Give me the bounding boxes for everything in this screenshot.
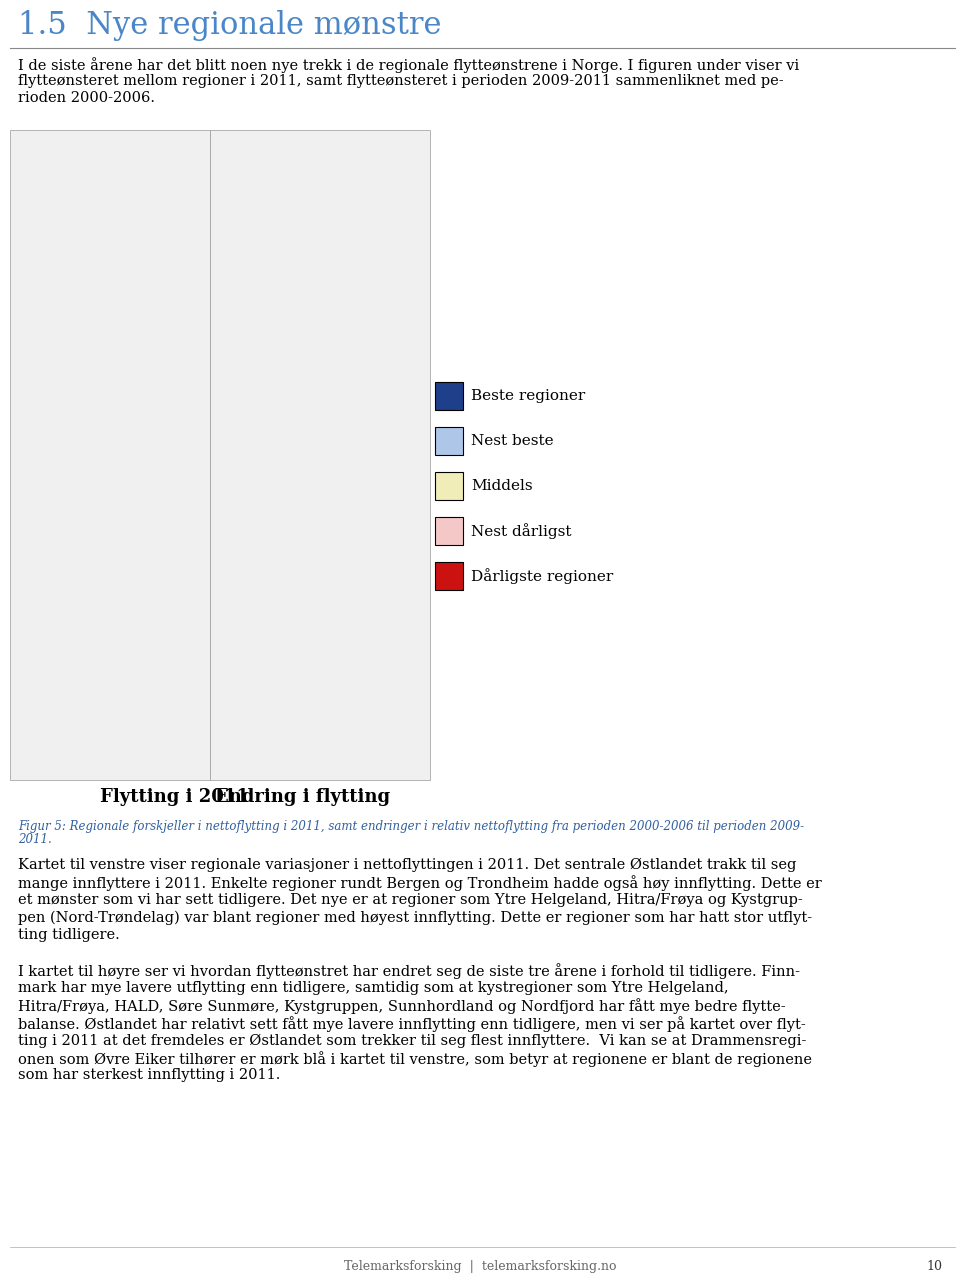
Text: I de siste årene har det blitt noen nye trekk i de regionale flytteønstrene i No: I de siste årene har det blitt noen nye … (18, 56, 800, 73)
Text: Hitra/Frøya, HALD, Søre Sunmøre, Kystgruppen, Sunnhordland og Nordfjord har fått: Hitra/Frøya, HALD, Søre Sunmøre, Kystgru… (18, 999, 785, 1014)
Bar (210, 130, 430, 779)
Text: Nest beste: Nest beste (471, 434, 554, 448)
Bar (435, 473, 463, 499)
Text: et mønster som vi har sett tidligere. Det nye er at regioner som Ytre Helgeland,: et mønster som vi har sett tidligere. De… (18, 892, 803, 907)
Text: 2011.: 2011. (18, 833, 52, 846)
Text: Beste regioner: Beste regioner (471, 389, 586, 403)
Bar (435, 428, 463, 455)
Text: som har sterkest innflytting i 2011.: som har sterkest innflytting i 2011. (18, 1068, 280, 1082)
Text: I kartet til høyre ser vi hvordan flytteønstret har endret seg de siste tre åren: I kartet til høyre ser vi hvordan flytte… (18, 963, 800, 980)
Text: rioden 2000-2006.: rioden 2000-2006. (18, 91, 155, 105)
Text: ting tidligere.: ting tidligere. (18, 928, 120, 942)
Text: ting i 2011 at det fremdeles er Østlandet som trekker til seg flest innflyttere.: ting i 2011 at det fremdeles er Østlande… (18, 1034, 806, 1048)
Text: Dårligste regioner: Dårligste regioner (471, 568, 613, 584)
Text: pen (Nord-Trøndelag) var blant regioner med høyest innflytting. Dette er regione: pen (Nord-Trøndelag) var blant regioner … (18, 910, 812, 924)
Text: flytteønsteret mellom regioner i 2011, samt flytteønsteret i perioden 2009-2011 : flytteønsteret mellom regioner i 2011, s… (18, 74, 783, 89)
Text: Middels: Middels (471, 479, 533, 493)
Text: onen som Øvre Eiker tilhører er mørk blå i kartet til venstre, som betyr at regi: onen som Øvre Eiker tilhører er mørk blå… (18, 1052, 812, 1067)
Text: mark har mye lavere utflytting enn tidligere, samtidig som at kystregioner som Y: mark har mye lavere utflytting enn tidli… (18, 981, 729, 995)
Bar (435, 517, 463, 544)
Bar (435, 383, 463, 410)
Text: Figur 5: Regionale forskjeller i nettoflytting i 2011, samt endringer i relativ : Figur 5: Regionale forskjeller i nettofl… (18, 820, 804, 833)
Bar (10, 130, 210, 779)
Bar (435, 562, 463, 591)
Text: Flytting i 2011: Flytting i 2011 (100, 788, 249, 806)
Text: Endring i flytting: Endring i flytting (215, 788, 390, 806)
Text: 1.5  Nye regionale mønstre: 1.5 Nye regionale mønstre (18, 10, 442, 41)
Text: Telemarksforsking  |  telemarksforsking.no: Telemarksforsking | telemarksforsking.no (344, 1260, 616, 1272)
Text: Kartet til venstre viser regionale variasjoner i nettoflyttingen i 2011. Det sen: Kartet til venstre viser regionale varia… (18, 858, 797, 872)
Text: Nest dårligst: Nest dårligst (471, 523, 571, 539)
Text: mange innflyttere i 2011. Enkelte regioner rundt Bergen og Trondheim hadde også : mange innflyttere i 2011. Enkelte region… (18, 876, 822, 891)
Text: 10: 10 (926, 1260, 942, 1272)
Text: balanse. Østlandet har relativt sett fått mye lavere innflytting enn tidligere, : balanse. Østlandet har relativt sett fåt… (18, 1016, 805, 1032)
